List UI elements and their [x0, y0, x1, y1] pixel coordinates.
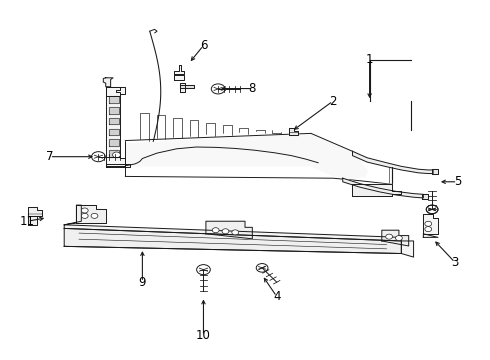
Circle shape	[81, 213, 88, 219]
Text: 8: 8	[248, 82, 256, 95]
Polygon shape	[343, 178, 423, 198]
Polygon shape	[432, 169, 438, 174]
Polygon shape	[174, 65, 184, 74]
Polygon shape	[125, 134, 367, 180]
Text: 10: 10	[196, 329, 211, 342]
Polygon shape	[76, 205, 106, 223]
Text: 11: 11	[20, 215, 35, 228]
Polygon shape	[422, 194, 428, 199]
Circle shape	[113, 152, 121, 158]
Circle shape	[212, 228, 219, 233]
Polygon shape	[103, 78, 113, 87]
Circle shape	[395, 235, 402, 240]
Polygon shape	[64, 225, 401, 241]
Polygon shape	[64, 205, 81, 225]
Circle shape	[386, 234, 392, 239]
Circle shape	[425, 221, 432, 226]
Polygon shape	[180, 85, 194, 88]
Polygon shape	[27, 207, 42, 216]
Polygon shape	[64, 228, 401, 253]
Circle shape	[222, 229, 229, 234]
Text: 9: 9	[139, 276, 146, 289]
Circle shape	[425, 226, 432, 231]
Polygon shape	[423, 234, 438, 237]
Polygon shape	[106, 164, 130, 167]
Text: 2: 2	[329, 95, 337, 108]
Polygon shape	[423, 214, 438, 234]
Circle shape	[81, 208, 88, 213]
Text: 3: 3	[451, 256, 459, 269]
Polygon shape	[206, 221, 252, 239]
Text: 1: 1	[366, 53, 373, 66]
Text: 5: 5	[454, 175, 461, 188]
Polygon shape	[289, 128, 298, 135]
Polygon shape	[27, 216, 37, 225]
Polygon shape	[109, 118, 119, 125]
Polygon shape	[352, 184, 401, 196]
Text: 4: 4	[273, 290, 280, 303]
Circle shape	[91, 213, 98, 219]
Polygon shape	[180, 83, 185, 92]
Circle shape	[232, 230, 239, 235]
Polygon shape	[109, 107, 119, 114]
Polygon shape	[109, 139, 119, 146]
Polygon shape	[109, 96, 119, 103]
Polygon shape	[106, 87, 121, 96]
Polygon shape	[382, 230, 409, 246]
Polygon shape	[109, 129, 119, 135]
Polygon shape	[352, 151, 433, 174]
Polygon shape	[174, 75, 184, 80]
Text: 7: 7	[46, 150, 53, 163]
Text: 6: 6	[200, 39, 207, 52]
Polygon shape	[401, 241, 414, 257]
Polygon shape	[106, 87, 125, 166]
Polygon shape	[109, 150, 119, 157]
